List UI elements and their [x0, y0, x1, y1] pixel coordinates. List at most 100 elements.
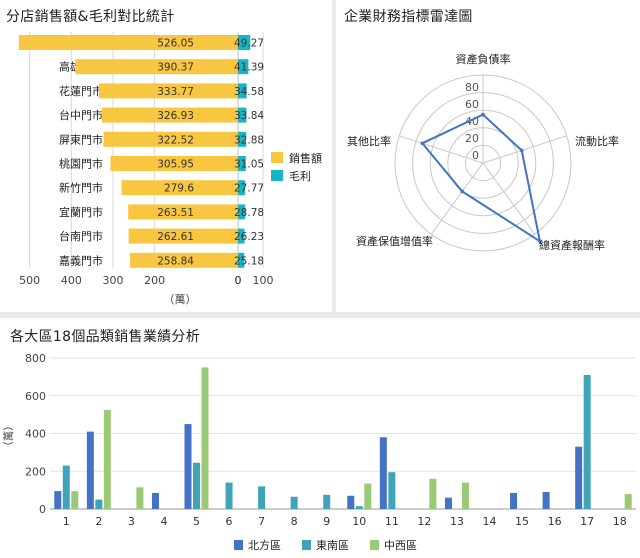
category-label: 台南門市 [59, 229, 103, 243]
x-tick-label: 200 [144, 274, 165, 287]
y-tick-label: 0 [39, 503, 46, 516]
sales-value-label: 326.93 [157, 110, 194, 122]
legend-label: 毛利 [289, 170, 311, 183]
radar-series-line [420, 113, 542, 244]
x-tick-label: 16 [548, 515, 562, 528]
profit-value-label: 27.77 [234, 183, 264, 195]
category-bar [71, 491, 79, 509]
x-tick-label: 15 [515, 515, 529, 528]
profit-value-label: 49.27 [234, 38, 264, 50]
sales-value-label: 262.61 [157, 231, 194, 243]
profit-value-label: 33.84 [234, 110, 264, 122]
category-bar [184, 424, 192, 509]
sales-profit-title: 分店銷售額&毛利對比統計 [6, 9, 175, 25]
x-tick-label: 17 [580, 515, 594, 528]
x-tick-label: 4 [160, 515, 167, 528]
category-bar [355, 506, 363, 509]
sales-profit-chart: 台北門市526.0549.27高雄門市390.3741.39花蓮門市333.77… [18, 32, 322, 306]
category-bar [461, 482, 469, 509]
legend-swatch [271, 170, 283, 181]
sales-value-label: 258.84 [157, 255, 194, 267]
x-axis-label: （萬） [164, 293, 197, 306]
profit-value-label: 41.39 [234, 62, 264, 74]
category-bar [225, 482, 233, 509]
x-tick-label: 11 [385, 515, 399, 528]
radar-tick-label: 60 [465, 98, 479, 111]
category-label: 台中門市 [59, 108, 103, 122]
sales-bar [103, 131, 238, 147]
sales-bar [110, 156, 238, 171]
category-bar [429, 478, 437, 509]
legend-label: 北方區 [248, 538, 281, 552]
category-bar [290, 496, 298, 509]
legend-label: 東南區 [316, 539, 349, 552]
profit-value-label: 26.23 [234, 231, 264, 243]
category-bar [347, 495, 355, 509]
radar-point [538, 239, 542, 244]
category-label: 嘉義門市 [59, 253, 103, 267]
profit-bar [238, 131, 247, 147]
profit-value-label: 28.78 [234, 207, 264, 219]
category-label: 桃園門市 [59, 157, 103, 171]
profit-bar [238, 204, 246, 220]
profit-bar [238, 59, 249, 75]
category-bar [542, 492, 550, 509]
radar-axis-label: 資產負債率 [456, 52, 511, 66]
x-tick-label: 5 [193, 515, 200, 528]
radar-axis-label: 總資產報酬率 [539, 238, 605, 252]
category-bar [95, 499, 103, 509]
category-bar [388, 472, 396, 509]
sales-bar [18, 35, 238, 50]
profit-bar [238, 156, 246, 171]
x-tick-label: 18 [613, 515, 627, 528]
sales-bar [130, 252, 238, 268]
x-tick-label: 7 [258, 515, 265, 528]
x-tick-label: 9 [323, 515, 330, 528]
category-bar [62, 465, 70, 509]
profit-value-label: 25.18 [234, 255, 264, 267]
profit-bar [238, 107, 247, 123]
category-bar [379, 437, 387, 509]
legend-swatch [234, 540, 243, 550]
x-tick-label: 6 [226, 515, 233, 528]
y-axis-label: （萬） [2, 420, 15, 452]
category-bar [54, 491, 62, 509]
x-tick-label: 500 [19, 274, 40, 287]
x-tick-label: 14 [483, 515, 497, 528]
radar-axis-label: 資產保值增值率 [356, 234, 433, 248]
sales-value-label: 305.95 [157, 159, 194, 171]
category-bar [258, 486, 266, 509]
profit-bar [238, 228, 245, 244]
profit-value-label: 32.88 [234, 134, 264, 146]
financial-radar-panel: 企業財務指標雷達圖 0 20 40 60 80 資產負債率 流動比率 總資產報酬率 資產保值增值… [336, 0, 640, 312]
category-bar [136, 487, 144, 509]
x-tick-label: 0 [235, 274, 242, 287]
y-tick-label: 800 [25, 352, 46, 365]
profit-bar [238, 83, 247, 99]
legend-label: 銷售額 [289, 151, 322, 165]
category-label: 花蓮門市 [59, 84, 103, 98]
sales-profit-panel: 分店銷售額&毛利對比統計 台北門市526.0549.27高雄門市390.3741… [0, 0, 332, 312]
sales-value-label: 390.37 [157, 62, 194, 74]
sales-value-label: 526.05 [157, 38, 194, 50]
category-bar [151, 492, 159, 509]
radar-tick-label: 0 [472, 149, 479, 162]
radar-tick-label: 80 [465, 81, 479, 94]
sales-bar [75, 59, 239, 75]
sales-value-label: 279.6 [164, 183, 194, 195]
y-tick-label: 200 [25, 465, 46, 478]
sales-bar [101, 107, 238, 123]
x-tick-label: 10 [352, 515, 366, 528]
category-bar [201, 367, 209, 509]
legend-swatch [271, 152, 283, 163]
category-bar [86, 431, 94, 509]
sales-value-label: 322.52 [157, 134, 194, 146]
category-bar [510, 492, 518, 509]
profit-bar [238, 180, 245, 196]
radar-point [519, 148, 524, 153]
x-tick-label: 13 [450, 515, 464, 528]
sales-bar [98, 83, 238, 99]
x-tick-label: 8 [291, 515, 298, 528]
category-bar [103, 409, 111, 509]
